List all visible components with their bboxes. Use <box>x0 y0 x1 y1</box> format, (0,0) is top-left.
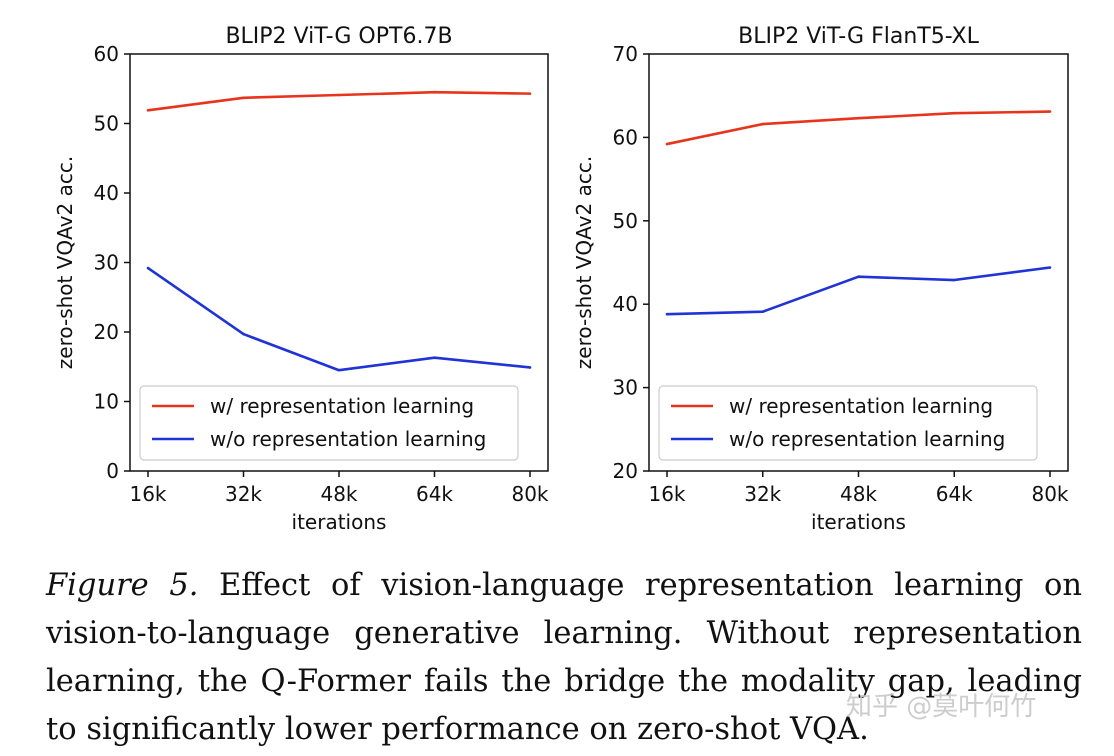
y-tick-label: 50 <box>613 209 638 233</box>
data-point-without <box>146 266 150 270</box>
data-point-with <box>433 90 436 94</box>
legend-box <box>658 385 1038 461</box>
y-tick-label: 20 <box>94 320 119 344</box>
data-point-with <box>857 116 860 120</box>
x-tick-label: 80k <box>511 482 548 506</box>
plot-frame <box>129 53 549 472</box>
plot-frame <box>648 53 1069 472</box>
series-line-without <box>666 266 1051 316</box>
x-tick-label: 80k <box>1031 482 1068 506</box>
caption-text: Effect of vision-language representation… <box>46 568 1082 747</box>
figure-charts: BLIP2 ViT-G OPT6.7B 0 10 20 30 40 50 60 16k 32k 48… <box>53 24 1069 534</box>
y-tick-label: 20 <box>613 459 638 483</box>
data-point-with <box>761 122 765 126</box>
x-tick-label: 32k <box>225 482 262 506</box>
data-point-with <box>146 108 150 112</box>
series-line-with <box>666 110 1051 146</box>
x-tick-label: 48k <box>840 482 877 506</box>
chart-title: BLIP2 ViT-G OPT6.7B <box>225 24 452 49</box>
legend-label-without: w/o representation learning <box>729 427 1005 451</box>
watermark: 知乎 @莫叶何竹 <box>846 692 1037 722</box>
x-tick-label: 64k <box>936 482 973 506</box>
y-tick-label: 0 <box>106 459 119 483</box>
series-line-without <box>147 266 531 372</box>
legend-label-with: w/ representation learning <box>729 394 993 418</box>
data-point-without <box>337 368 341 372</box>
data-point-without <box>857 275 860 278</box>
legend-box <box>139 385 519 461</box>
y-tick-label: 30 <box>613 376 638 400</box>
data-point-with <box>242 96 245 100</box>
y-tick-label: 40 <box>613 292 638 316</box>
figure-caption: Figure 5. Effect of vision-language repr… <box>46 562 1082 754</box>
y-tick-label: 60 <box>94 42 119 66</box>
x-axis-label: iterations <box>292 510 387 534</box>
data-point-without <box>242 332 245 336</box>
y-tick-label: 50 <box>94 112 119 136</box>
y-tick-label: 30 <box>94 251 119 275</box>
data-point-without <box>1048 266 1052 269</box>
data-point-with <box>665 142 669 146</box>
caption-label: Figure 5. <box>46 568 199 603</box>
data-point-without <box>952 278 956 282</box>
data-point-without <box>761 310 765 314</box>
chart-title: BLIP2 ViT-G FlanT5-XL <box>738 24 980 49</box>
x-axis-label: iterations <box>811 510 906 534</box>
data-point-without <box>433 356 436 360</box>
y-tick-label: 60 <box>613 125 638 149</box>
x-tick-label: 16k <box>648 482 685 506</box>
data-point-with <box>528 92 532 95</box>
y-tick-label: 10 <box>94 390 119 414</box>
x-tick-label: 48k <box>320 482 357 506</box>
data-point-with <box>337 93 341 97</box>
y-axis-label: zero-shot VQAv2 acc. <box>572 156 596 369</box>
x-tick-label: 16k <box>129 482 166 506</box>
legend-label-with: w/ representation learning <box>210 394 474 418</box>
y-tick-label: 40 <box>94 181 119 205</box>
x-tick-label: 32k <box>744 482 781 506</box>
x-tick-label: 64k <box>416 482 453 506</box>
data-point-without <box>665 312 669 316</box>
data-point-with <box>1048 110 1052 113</box>
y-axis-label: zero-shot VQAv2 acc. <box>53 156 77 369</box>
data-point-without <box>528 366 532 369</box>
y-tick-label: 70 <box>613 42 638 66</box>
data-point-with <box>952 111 956 115</box>
legend-label-without: w/o representation learning <box>210 427 486 451</box>
